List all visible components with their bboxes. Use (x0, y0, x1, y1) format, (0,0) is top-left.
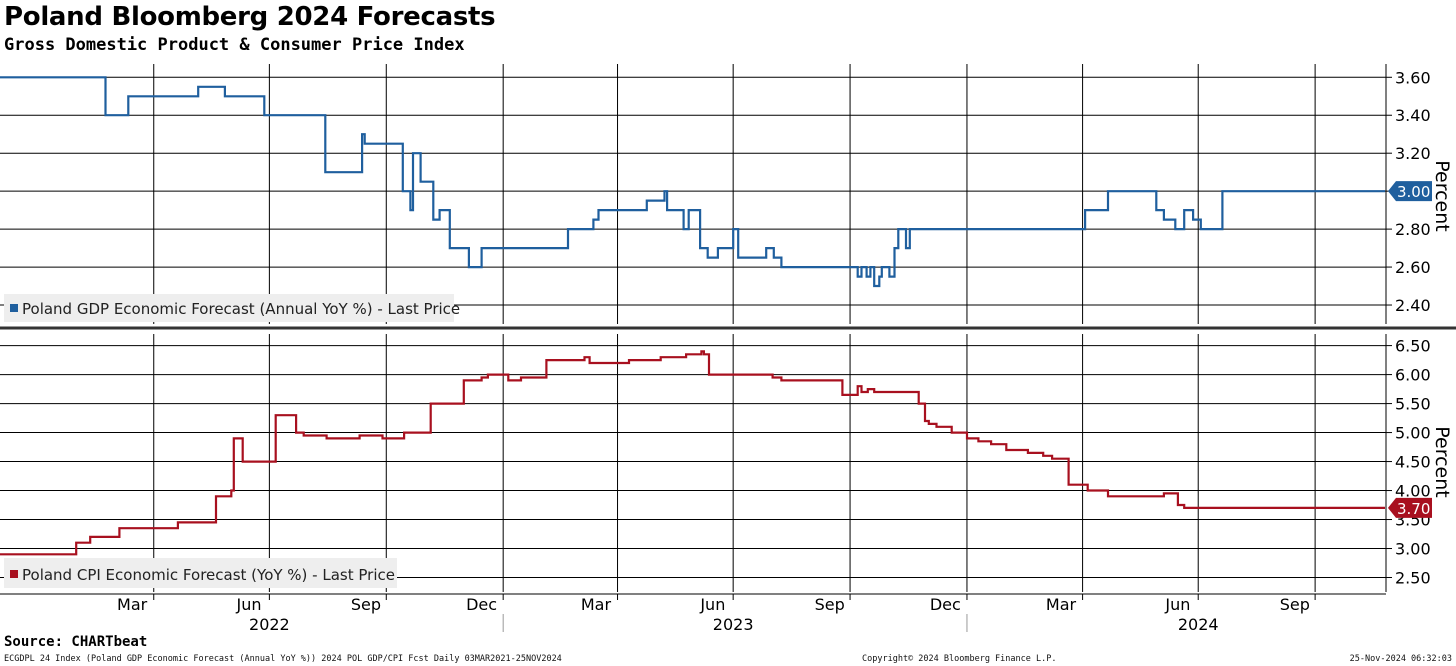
cpi-tick-label: 5.00 (1395, 424, 1431, 443)
cpi-tick-label: 6.50 (1395, 337, 1431, 356)
x-month-label: Sep (1280, 595, 1310, 614)
cpi-y-ticks: 6.506.005.505.004.504.003.503.002.50 (1386, 337, 1431, 588)
x-month-label: Sep (351, 595, 381, 614)
gdp-legend-swatch (10, 304, 18, 312)
x-month-label: Jun (236, 595, 262, 614)
cpi-legend-swatch (10, 570, 18, 578)
timestamp: 25-Nov-2024 06:32:03 (1349, 654, 1452, 664)
gdp-legend-label: Poland GDP Economic Forecast (Annual YoY… (22, 300, 460, 318)
gdp-tick-label: 2.60 (1395, 258, 1431, 277)
cpi-panel: 6.506.005.505.004.504.003.503.002.50 Pol… (0, 334, 1453, 592)
gdp-tick-label: 2.80 (1395, 220, 1431, 239)
x-month-label: Dec (466, 595, 497, 614)
gdp-last-value-label: 3.00 (1397, 183, 1430, 201)
cpi-tick-label: 3.00 (1395, 540, 1431, 559)
x-year-label: 2024 (1178, 615, 1219, 634)
gdp-tick-label: 3.60 (1395, 68, 1431, 87)
gdp-series-line (0, 76, 1385, 288)
x-month-label: Mar (1046, 595, 1077, 614)
index-description: ECGDPL 24 Index (Poland GDP Economic For… (4, 654, 562, 664)
chart-title: Poland Bloomberg 2024 Forecasts (4, 2, 496, 32)
gdp-last-value-marker (1388, 181, 1432, 202)
x-month-label: Sep (815, 595, 845, 614)
cpi-last-value-marker (1388, 497, 1432, 518)
cpi-legend-box (4, 558, 397, 588)
cpi-tick-label: 4.00 (1395, 482, 1431, 501)
source-note: Source: CHARTbeat (4, 634, 148, 650)
cpi-tick-label: 5.50 (1395, 395, 1431, 414)
gdp-tick-label: 3.20 (1395, 144, 1431, 163)
cpi-legend-label: Poland CPI Economic Forecast (YoY %) - L… (22, 566, 395, 584)
gdp-panel: 3.60 3.40 3.20 3.00 2.80 2.60 2.40 Poland GDP … (0, 64, 1453, 324)
gdp-gridlines (0, 64, 1387, 324)
cpi-tick-label: 6.00 (1395, 366, 1431, 385)
cpi-tick-label: 4.50 (1395, 453, 1431, 472)
x-year-label: 2022 (249, 615, 290, 634)
gdp-legend-box (4, 294, 454, 322)
x-month-label: Jun (699, 595, 725, 614)
chart-subtitle: Gross Domestic Product & Consumer Price … (4, 35, 465, 55)
gdp-last-value-badge: 3.00 (1388, 181, 1432, 202)
x-axis: Mar Jun Sep Dec Mar Jun Sep Dec Mar Jun Sep 2022 202… (0, 593, 1386, 634)
copyright-note: Copyright© 2024 Bloomberg Finance L.P. (862, 654, 1057, 664)
x-month-label: Mar (117, 595, 148, 614)
x-month-label: Dec (930, 595, 961, 614)
x-year-label: 2023 (713, 615, 754, 634)
x-month-label: Mar (581, 595, 612, 614)
gdp-tick-label: 3.40 (1395, 106, 1431, 125)
cpi-tick-label: 2.50 (1395, 569, 1431, 588)
cpi-legend: Poland CPI Economic Forecast (YoY %) - L… (4, 558, 397, 588)
cpi-gridlines (0, 334, 1387, 592)
cpi-series-line (0, 350, 1385, 556)
gdp-tick-label: 2.40 (1395, 296, 1431, 315)
cpi-last-value-label: 3.70 (1397, 500, 1430, 518)
gdp-legend: Poland GDP Economic Forecast (Annual YoY… (4, 294, 460, 322)
cpi-last-value-badge: 3.70 (1388, 497, 1432, 518)
gdp-y-axis-label: Percent (1431, 160, 1453, 232)
x-month-label: Jun (1164, 595, 1190, 614)
cpi-y-axis-label: Percent (1431, 426, 1453, 498)
